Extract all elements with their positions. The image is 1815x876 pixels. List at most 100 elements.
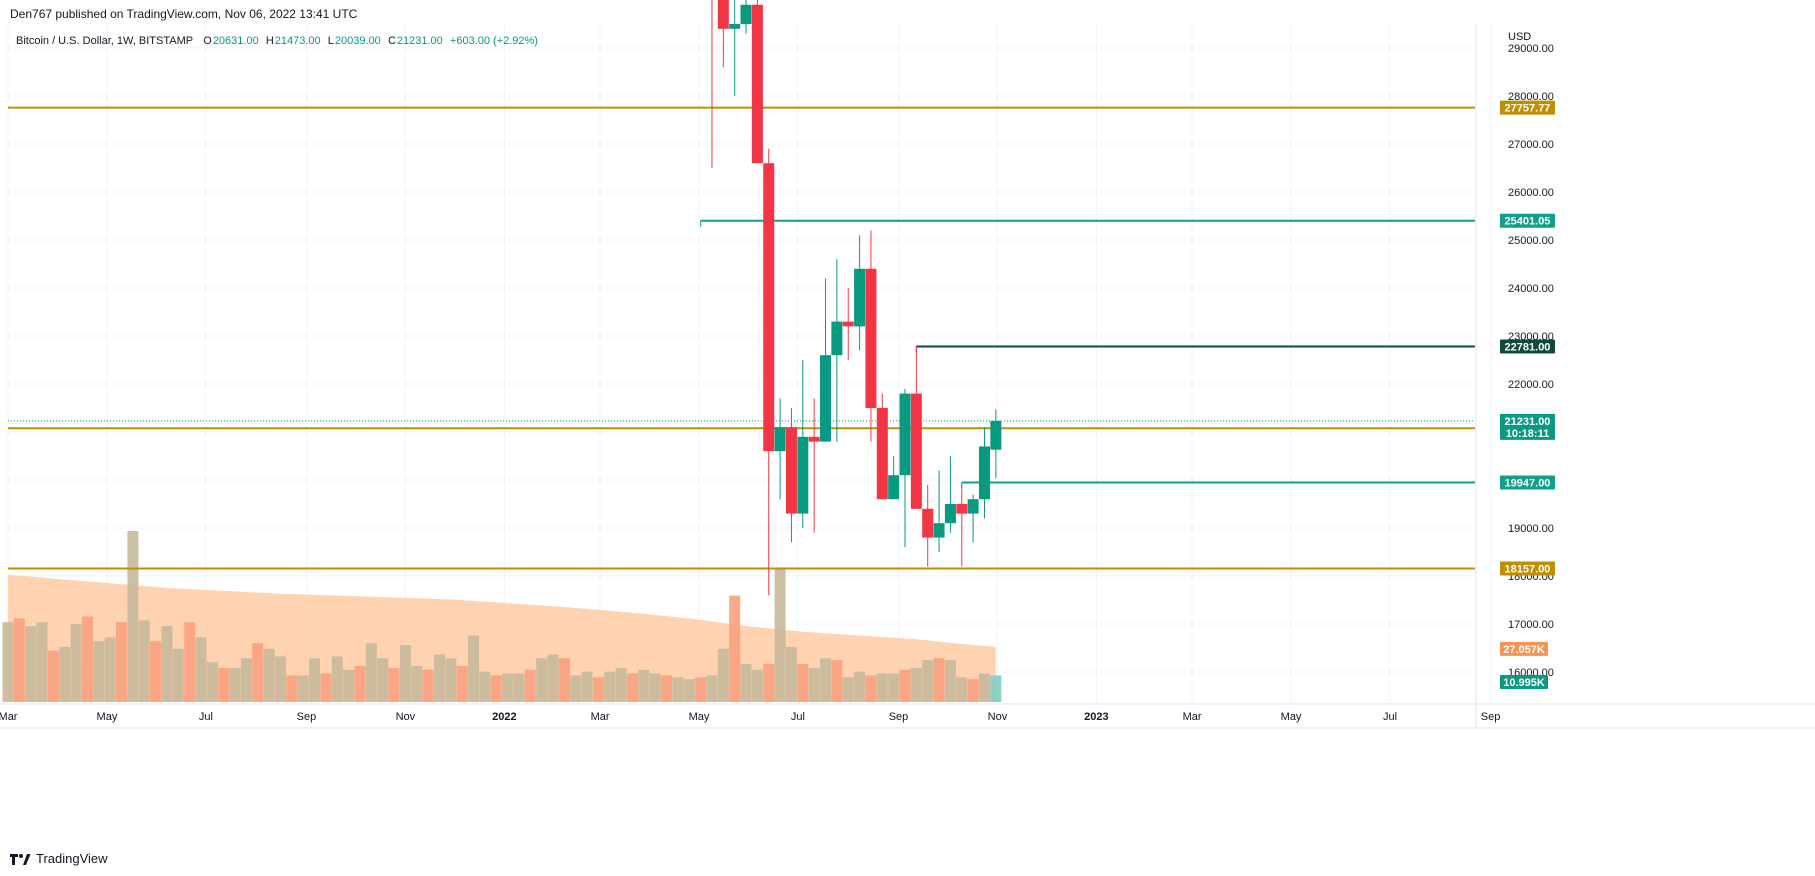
volume-bar — [842, 677, 854, 702]
ohlc-legend: Bitcoin / U.S. Dollar, 1W, BITSTAMP O206… — [16, 35, 539, 47]
volume-bar — [740, 664, 752, 702]
price-tick-label: 19000.00 — [1508, 523, 1554, 535]
level-tag: 19947.00 — [1505, 478, 1551, 490]
volume-bar — [184, 622, 196, 702]
volume-bar — [854, 671, 866, 702]
volume-bar — [865, 675, 877, 702]
price-tick-label: 22000.00 — [1508, 379, 1554, 391]
candle-body — [865, 268, 877, 408]
volume-bar — [252, 643, 264, 702]
time-tick-label: Sep — [1481, 711, 1501, 723]
volume-bar — [36, 622, 48, 702]
volume-bar — [25, 626, 37, 702]
time-tick-label: Jul — [199, 711, 213, 723]
volume-bar — [536, 658, 548, 702]
volume-tag: 10.995K — [1503, 677, 1545, 689]
level-tag: 25401.05 — [1505, 216, 1551, 228]
level-tag: 22781.00 — [1505, 342, 1551, 354]
volume-bar — [899, 669, 911, 702]
change-value: +603.00 (+2.92%) — [449, 35, 538, 47]
volume-bar — [422, 669, 434, 702]
volume-bar — [820, 658, 832, 702]
volume-bar — [377, 658, 389, 702]
volume-bar — [206, 662, 218, 702]
volume-bar — [150, 641, 162, 702]
volume-bar — [331, 656, 343, 702]
volume-bar — [933, 658, 945, 702]
volume-bar — [81, 616, 93, 702]
volume-tag: 27.057K — [1503, 644, 1545, 656]
candle-body — [922, 508, 934, 538]
candle-body — [978, 446, 990, 500]
last-price-tag: 21231.00 — [1505, 416, 1551, 428]
volume-bar — [320, 673, 332, 702]
volume-bar — [479, 671, 491, 702]
open-label: O — [203, 35, 212, 47]
volume-bar — [774, 569, 786, 702]
time-tick-label: Jul — [791, 711, 805, 723]
price-tick-label: 27000.00 — [1508, 139, 1554, 151]
level-tag-bg — [1500, 213, 1555, 228]
volume-bar — [354, 665, 366, 702]
volume-bar — [138, 620, 150, 702]
last-price-tag-countdown: 10:18:11 — [1506, 428, 1549, 440]
candle-body — [808, 436, 820, 442]
candle-body — [797, 436, 809, 514]
volume-bar — [502, 673, 514, 702]
time-tick-label: Nov — [396, 711, 416, 723]
candle-body — [910, 393, 922, 509]
volume-bar — [445, 658, 457, 702]
volume-bar — [808, 667, 820, 702]
volume-bar — [297, 675, 309, 702]
volume-bar — [59, 646, 71, 702]
volume-bar — [558, 658, 570, 702]
footer-brand[interactable]: TradingView — [36, 851, 108, 866]
level-tag: 27757.77 — [1505, 103, 1551, 115]
currency-label: USD — [1508, 31, 1531, 43]
top-bar: Den767 published on TradingView.com, Nov… — [0, 0, 1815, 27]
footer: TradingView — [10, 851, 108, 866]
level-tag-bg — [1500, 561, 1555, 576]
volume-bar — [490, 675, 502, 702]
candle-body — [876, 408, 888, 500]
price-tick-label: 24000.00 — [1508, 283, 1554, 295]
volume-bar — [888, 673, 900, 702]
volume-bar — [104, 637, 116, 702]
time-tick-label: May — [97, 711, 118, 723]
open-value: 20631.00 — [212, 35, 259, 47]
candle-body — [774, 427, 786, 452]
low-value: 20039.00 — [334, 35, 381, 47]
candle-body — [854, 268, 866, 327]
volume-tag-bg — [1500, 641, 1548, 656]
volume-bar — [411, 665, 423, 702]
volume-bar — [615, 667, 627, 702]
symbol-label: Bitcoin / U.S. Dollar, 1W, BITSTAMP — [16, 35, 194, 47]
time-tick-label: Mar — [1183, 711, 1202, 723]
time-tick-label: May — [1281, 711, 1302, 723]
last-price-tag-bg — [1500, 413, 1555, 440]
volume-bar — [831, 660, 843, 702]
volume-bar — [195, 637, 207, 702]
candle-body — [740, 4, 752, 25]
volume-bar — [468, 635, 480, 702]
time-tick-label: Mar — [0, 711, 18, 723]
horizontal-levels — [8, 106, 1475, 570]
volume-bar — [343, 669, 355, 702]
volume-bar — [581, 671, 593, 702]
price-tick-label: 25000.00 — [1508, 235, 1554, 247]
volume-bar — [661, 675, 673, 702]
volume-bar — [218, 667, 230, 702]
close-value: 21231.00 — [396, 35, 443, 47]
volume-bar — [967, 679, 979, 702]
price-tick-label: 29000.00 — [1508, 43, 1554, 55]
time-tick-label: Mar — [591, 711, 610, 723]
volume-bar — [263, 648, 275, 702]
time-tick-label: Nov — [988, 711, 1008, 723]
volume-bar — [309, 658, 321, 702]
volume-bar — [956, 677, 968, 702]
level-tag-bg — [1500, 475, 1555, 490]
volume-bar — [13, 618, 25, 702]
candle-body — [717, 0, 729, 29]
tradingview-logo-icon — [10, 853, 31, 865]
